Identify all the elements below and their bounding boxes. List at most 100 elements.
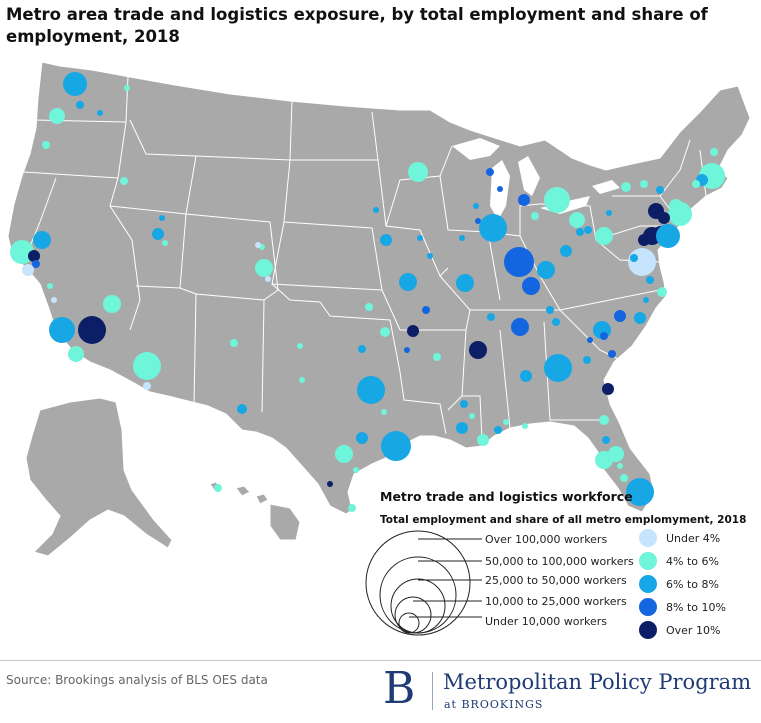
metro-bubble <box>152 228 164 240</box>
metro-bubble <box>159 215 165 221</box>
metro-bubble <box>600 332 608 340</box>
metro-bubble <box>614 310 626 322</box>
metro-bubble <box>97 110 103 116</box>
metro-bubble <box>297 343 303 349</box>
metro-bubble <box>49 108 65 124</box>
share-swatch-8-10 <box>639 598 657 616</box>
metro-bubble <box>587 337 593 343</box>
metro-bubble <box>621 182 631 192</box>
alaska-land <box>25 397 173 557</box>
metro-bubble <box>10 240 34 264</box>
metro-bubble <box>658 212 670 224</box>
metro-bubble <box>162 240 168 246</box>
metro-bubble <box>299 377 305 383</box>
metro-bubble <box>646 276 654 284</box>
metro-bubble <box>22 264 34 276</box>
metro-bubble <box>537 261 555 279</box>
metro-bubble <box>356 432 368 444</box>
metro-bubble <box>433 353 441 361</box>
metro-bubble <box>133 352 161 380</box>
metro-bubble <box>28 250 40 262</box>
metro-bubble <box>143 382 151 390</box>
metro-bubble <box>608 350 616 358</box>
metro-bubble <box>49 317 75 343</box>
metro-bubble <box>503 419 509 425</box>
size-legend <box>365 530 482 636</box>
program-name: Metropolitan Policy Program <box>443 670 752 694</box>
metro-bubble <box>522 277 540 295</box>
size-legend-label-25k-50k: 25,000 to 50,000 workers <box>485 574 627 587</box>
metro-bubble <box>68 346 84 362</box>
metro-bubble <box>477 434 489 446</box>
metro-bubble <box>531 212 539 220</box>
share-label-8-10: 8% to 10% <box>666 601 726 614</box>
metro-bubble <box>560 245 572 257</box>
metro-bubble <box>544 196 552 204</box>
metro-bubble <box>599 415 609 425</box>
metro-bubble <box>518 194 530 206</box>
size-legend-circle-10k-25k <box>394 596 432 634</box>
metro-bubble <box>460 400 468 408</box>
metro-bubble <box>42 141 50 149</box>
metro-bubbles <box>10 72 725 512</box>
metro-bubble <box>583 356 591 364</box>
metro-bubble <box>459 235 465 241</box>
share-label-under-4: Under 4% <box>666 532 720 545</box>
brookings-logo-mark: B <box>383 663 416 714</box>
metro-bubble <box>353 467 359 473</box>
metro-bubble <box>602 436 610 444</box>
state-borders <box>23 75 707 441</box>
metro-bubble <box>569 212 585 228</box>
metro-bubble <box>78 316 106 344</box>
metro-bubble <box>407 325 419 337</box>
metro-bubble <box>544 354 572 382</box>
metro-bubble <box>327 481 333 487</box>
metro-bubble <box>640 180 648 188</box>
metro-bubble <box>630 254 638 262</box>
metro-bubble <box>214 484 222 492</box>
metro-bubble <box>620 474 628 482</box>
metro-bubble <box>404 347 410 353</box>
metro-bubble <box>373 207 379 213</box>
metro-bubble <box>408 162 428 182</box>
share-swatch-under-4 <box>639 529 657 547</box>
share-label-6-8: 6% to 8% <box>666 578 719 591</box>
metro-bubble <box>638 234 650 246</box>
metro-bubble <box>365 303 373 311</box>
metro-bubble <box>255 259 273 277</box>
metro-bubble <box>33 231 51 249</box>
metro-bubble <box>32 260 40 268</box>
metro-bubble <box>473 203 479 209</box>
share-swatch-over-10 <box>639 621 657 639</box>
map-title: Metro area trade and logistics exposure,… <box>6 5 708 46</box>
metro-bubble <box>617 463 623 469</box>
metro-bubble <box>237 404 247 414</box>
metro-bubble <box>520 370 532 382</box>
footer-divider <box>0 660 761 661</box>
metro-bubble <box>255 242 261 248</box>
metro-bubble <box>643 297 649 303</box>
metro-bubble <box>522 423 528 429</box>
size-legend-circle-50k-100k <box>379 556 457 634</box>
size-legend-label-under-10k: Under 10,000 workers <box>485 615 607 628</box>
metro-bubble <box>348 504 356 512</box>
metro-bubble <box>417 235 423 241</box>
metro-bubble <box>76 101 84 109</box>
share-swatch-4-6 <box>639 552 657 570</box>
metro-bubble <box>552 318 560 326</box>
source-note: Source: Brookings analysis of BLS OES da… <box>6 673 268 687</box>
share-legend: Under 4% 4% to 6% 6% to 8% 8% to 10% Ove… <box>639 529 726 639</box>
size-legend-label-10k-25k: 10,000 to 25,000 workers <box>485 595 627 608</box>
metro-bubble <box>584 226 592 234</box>
metro-bubble <box>546 306 554 314</box>
metro-bubble <box>497 186 503 192</box>
metro-bubble <box>399 273 417 291</box>
metro-bubble <box>456 274 474 292</box>
metro-bubble <box>381 409 387 415</box>
metro-bubble <box>602 383 614 395</box>
metro-bubble <box>595 227 613 245</box>
program-affiliation: at BROOKINGS <box>444 698 544 711</box>
size-legend-circle-over-100k <box>365 530 471 636</box>
metro-bubble <box>469 413 475 419</box>
